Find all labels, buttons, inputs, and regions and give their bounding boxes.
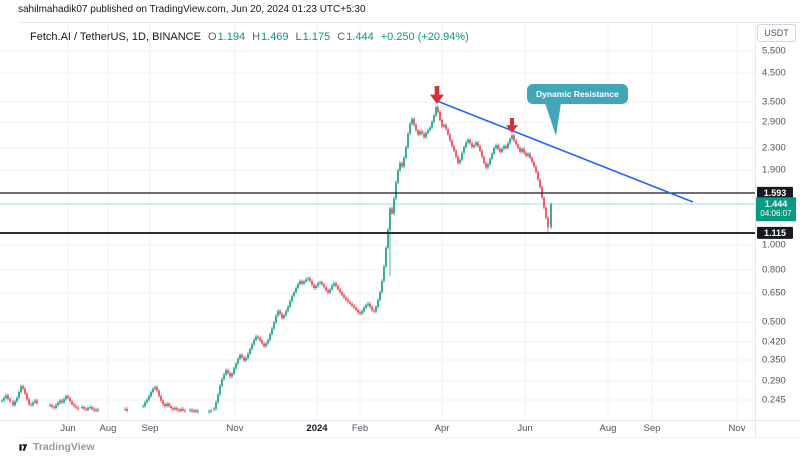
ohlc-value: 1.175	[302, 31, 331, 43]
time-axis-label: Apr	[434, 423, 450, 434]
ohlc-value: 1.194	[217, 31, 246, 43]
horizontal-level-lines[interactable]	[0, 192, 755, 234]
price-tick-label: 1.000	[762, 239, 786, 251]
resistance-trendline[interactable]	[436, 100, 694, 203]
price-tick-label: 2.300	[762, 142, 786, 154]
price-tick-label: 5.500	[762, 45, 786, 57]
attribution-text: sahilmahadik07 published on TradingView.…	[18, 4, 366, 15]
change-value: +0.250 (+20.94%)	[380, 31, 469, 43]
ohlc-value: 1.469	[261, 31, 289, 43]
time-axis-label: Nov	[226, 423, 244, 434]
price-tick-label: 0.650	[762, 287, 786, 299]
candles-layer	[1, 105, 552, 414]
ohlc-letter: L	[295, 31, 302, 43]
price-axis-separator	[755, 22, 756, 437]
price-tick-label: 1.900	[762, 164, 786, 176]
tradingview-mark-icon	[19, 443, 28, 451]
ohlc-values: O1.194 H1.469 L1.175 C1.444 +0.250 (+20.94%)	[201, 31, 469, 43]
time-axis-label: 2024	[306, 423, 328, 434]
symbol-header: Fetch.AI / TetherUS, 1D, BINANCE O1.194 H1…	[30, 31, 469, 43]
ohlc-letter: O	[207, 31, 217, 43]
price-tick-label: 4.500	[762, 67, 786, 79]
time-axis-label: Aug	[599, 423, 617, 434]
tradingview-logo: TradingView	[18, 441, 95, 453]
time-axis-label: Nov	[728, 423, 746, 434]
price-level-badge: 1.115	[757, 226, 793, 240]
ohlc-letter: H	[252, 31, 261, 43]
callout-tail	[545, 103, 561, 136]
symbol-title: Fetch.AI / TetherUS, 1D, BINANCE	[30, 31, 201, 43]
tradingview-logo-text: TradingView	[33, 441, 95, 453]
price-tick-label: 0.245	[762, 394, 786, 406]
last-price-badge: 1.444 04:06:07	[756, 197, 796, 221]
price-tick-label: 0.420	[762, 336, 786, 348]
time-axis-separator	[0, 420, 800, 421]
gridlines	[0, 22, 755, 420]
price-axis[interactable]: 5.500 4.500 3.500 2.900 2.300 1.900 1.000 0.800…	[756, 0, 800, 437]
top-separator	[18, 22, 800, 23]
footer-separator	[18, 437, 800, 438]
price-tick-label: 0.290	[762, 375, 786, 387]
ohlc-letter: C	[337, 31, 346, 43]
time-axis-label: Jun	[517, 423, 533, 434]
currency-unit-button[interactable]: USDT	[757, 24, 796, 42]
price-tick-label: 0.800	[762, 264, 786, 276]
time-axis[interactable]: Jun Aug Sep Nov 2024 Feb Apr Jun Aug Sep Nov	[0, 420, 755, 437]
price-tick-label: 2.900	[762, 116, 786, 128]
time-axis-label: Sep	[643, 423, 661, 434]
down-arrow-marker[interactable]	[430, 86, 444, 104]
price-tick-label: 3.500	[762, 96, 786, 108]
time-axis-label: Jun	[60, 423, 76, 434]
dynamic-resistance-callout[interactable]: Dynamic Resistance	[527, 84, 628, 104]
time-axis-label: Feb	[351, 423, 369, 434]
price-tick-label: 0.500	[762, 316, 786, 328]
ohlc-value: 1.444	[346, 31, 374, 43]
down-arrow-marker[interactable]	[506, 118, 518, 133]
time-axis-label: Sep	[141, 423, 159, 434]
callout-label: Dynamic Resistance	[536, 89, 619, 99]
price-level-badge: 1.593	[757, 186, 793, 200]
time-axis-label: Aug	[99, 423, 117, 434]
price-tick-label: 0.350	[762, 354, 786, 366]
